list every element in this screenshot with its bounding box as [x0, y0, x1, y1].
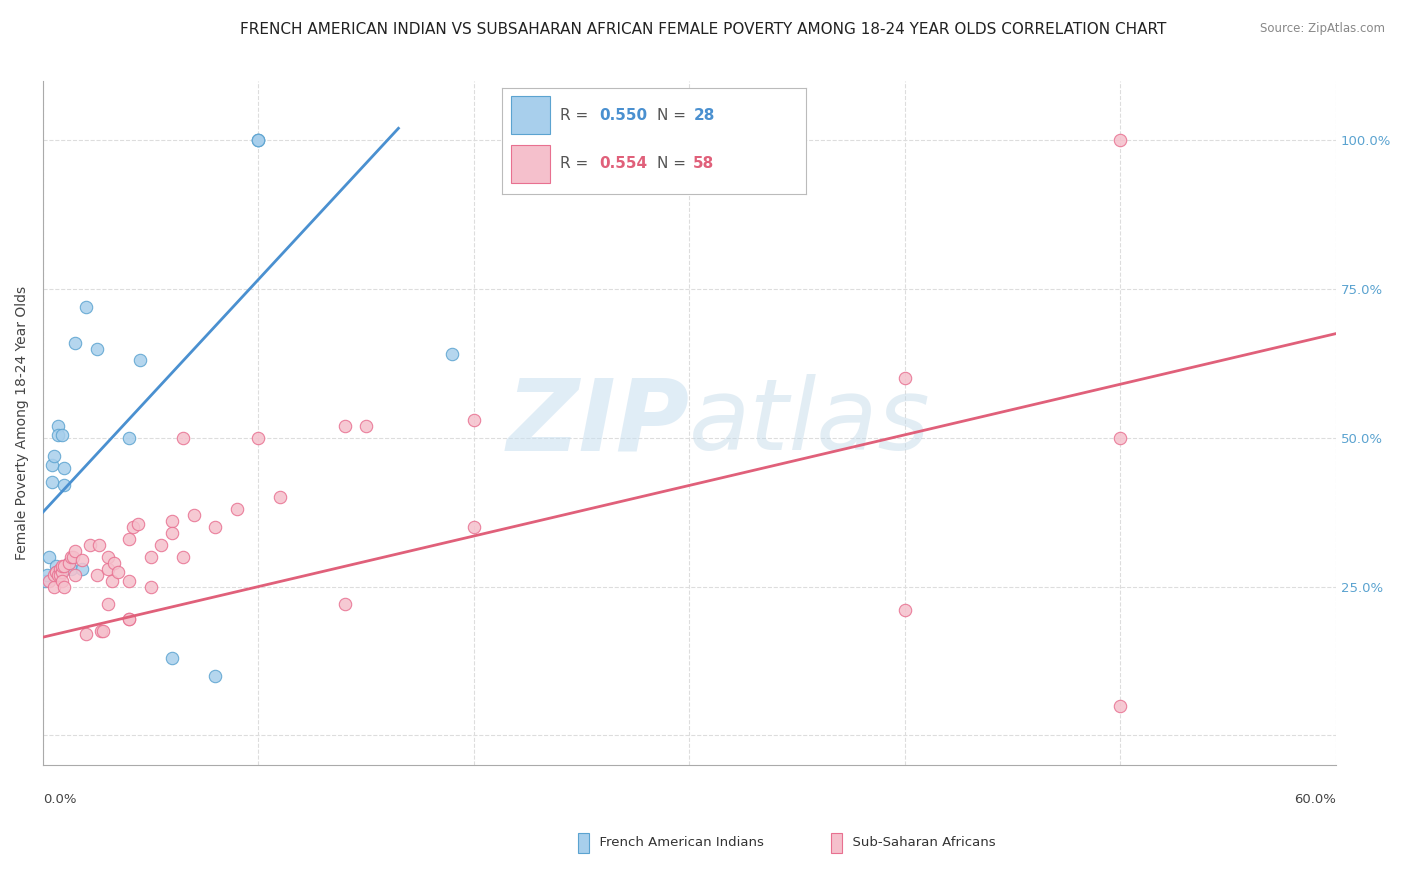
Point — [63, 335, 86, 350]
Point — [42, 449, 65, 463]
Point — [86, 342, 108, 356]
Point — [45, 558, 67, 573]
Y-axis label: Female Poverty Among 18-24 Year Olds: Female Poverty Among 18-24 Year Olds — [15, 285, 30, 560]
Point — [160, 526, 183, 541]
Point — [128, 353, 150, 368]
Point — [53, 478, 76, 492]
Point — [70, 553, 93, 567]
Point — [46, 418, 69, 433]
Point — [59, 562, 82, 576]
Text: Sub-Saharan Africans: Sub-Saharan Africans — [844, 837, 995, 849]
Point — [139, 580, 162, 594]
Text: French American Indians: French American Indians — [591, 837, 763, 849]
Text: 60.0%: 60.0% — [1294, 793, 1336, 805]
Point — [63, 567, 86, 582]
Point — [41, 458, 63, 472]
Point — [75, 300, 97, 314]
Point — [37, 567, 59, 582]
Point — [49, 567, 72, 582]
Point — [1109, 698, 1132, 713]
Point — [49, 565, 72, 579]
Point — [1109, 133, 1132, 147]
Point — [86, 567, 108, 582]
Point — [463, 520, 485, 534]
Point — [49, 562, 72, 576]
Point — [247, 133, 270, 147]
Point — [160, 514, 183, 528]
Point — [118, 612, 141, 626]
Point — [90, 624, 112, 639]
Point — [59, 549, 82, 564]
Point — [42, 567, 65, 582]
Point — [53, 460, 76, 475]
Point — [96, 562, 118, 576]
Point — [118, 532, 141, 546]
Text: ZIP: ZIP — [506, 375, 689, 472]
Point — [172, 549, 194, 564]
Point — [247, 133, 270, 147]
Point — [441, 347, 464, 361]
Point — [247, 133, 270, 147]
Point — [1109, 431, 1132, 445]
Point — [118, 612, 141, 626]
Point — [41, 475, 63, 490]
Point — [87, 538, 110, 552]
Point — [101, 574, 124, 588]
Point — [103, 556, 125, 570]
Point — [894, 371, 917, 385]
Text: 0.0%: 0.0% — [44, 793, 76, 805]
Point — [46, 567, 69, 582]
Point — [51, 565, 73, 579]
Point — [51, 558, 73, 573]
Text: atlas: atlas — [689, 375, 931, 472]
Point — [894, 603, 917, 617]
Point — [51, 427, 73, 442]
Text: FRENCH AMERICAN INDIAN VS SUBSAHARAN AFRICAN FEMALE POVERTY AMONG 18-24 YEAR OLD: FRENCH AMERICAN INDIAN VS SUBSAHARAN AFR… — [240, 22, 1166, 37]
Point — [150, 538, 173, 552]
Point — [269, 491, 291, 505]
Point — [38, 549, 60, 564]
Point — [96, 598, 118, 612]
Point — [463, 413, 485, 427]
Point — [91, 624, 114, 639]
Point — [58, 556, 80, 570]
Point — [247, 431, 270, 445]
Point — [34, 574, 56, 588]
Point — [333, 598, 356, 612]
Point — [183, 508, 205, 523]
Point — [172, 431, 194, 445]
Point — [38, 574, 60, 588]
Point — [96, 549, 118, 564]
Point — [75, 627, 97, 641]
Point — [46, 427, 69, 442]
Point — [122, 520, 145, 534]
Point — [62, 549, 84, 564]
Point — [107, 565, 129, 579]
Point — [45, 565, 67, 579]
Point — [333, 418, 356, 433]
Point — [225, 502, 247, 516]
Point — [160, 651, 183, 665]
Point — [58, 556, 80, 570]
Point — [204, 520, 226, 534]
Point — [118, 431, 141, 445]
Point — [139, 549, 162, 564]
Point — [118, 574, 141, 588]
Point — [51, 574, 73, 588]
Point — [70, 562, 93, 576]
Point — [53, 558, 76, 573]
Point — [63, 544, 86, 558]
Point — [354, 418, 377, 433]
Point — [127, 517, 149, 532]
Text: Source: ZipAtlas.com: Source: ZipAtlas.com — [1260, 22, 1385, 36]
Point — [79, 538, 101, 552]
Point — [42, 580, 65, 594]
Point — [53, 580, 76, 594]
Point — [45, 565, 67, 579]
Point — [204, 669, 226, 683]
